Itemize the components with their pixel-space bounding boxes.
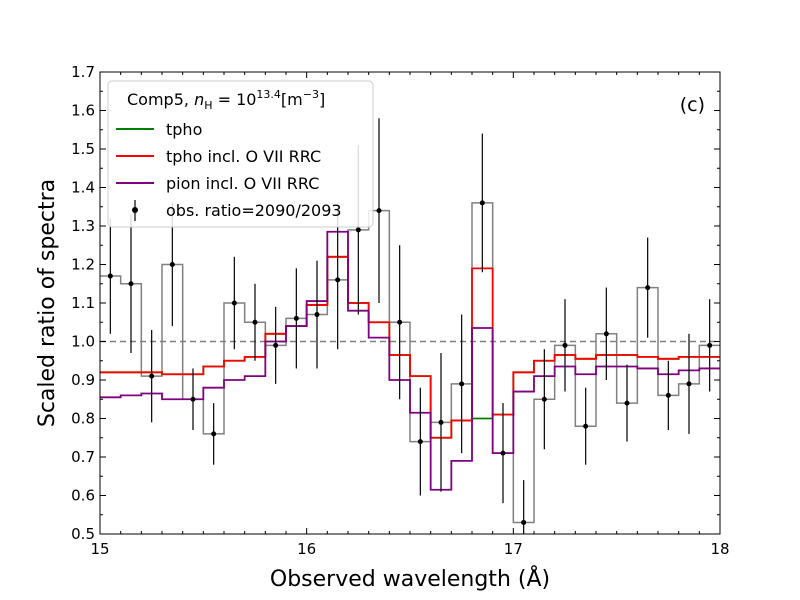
data-point-14 [397, 319, 403, 325]
data-point-25 [624, 400, 630, 406]
y-tick-label-1: 0.6 [71, 487, 95, 505]
y-tick-label-12: 1.7 [71, 63, 95, 81]
data-point-28 [686, 381, 692, 387]
y-tick-label-2: 0.7 [71, 448, 95, 466]
data-point-19 [500, 450, 506, 456]
data-point-21 [541, 396, 547, 402]
data-point-6 [231, 300, 237, 306]
data-point-12 [355, 227, 361, 233]
legend-title-n: n [194, 90, 204, 109]
y-tick-label-10: 1.5 [71, 140, 95, 158]
legend-label-obs: obs. ratio=2090/2093 [166, 201, 342, 220]
legend-title: Comp5, nH = 1013.4[m−3] [127, 88, 325, 112]
legend-title-unit: [m [281, 90, 303, 109]
y-tick-label-8: 1.3 [71, 217, 95, 235]
ticks: 15 16 17 18 0.5 0.6 0.7 0.8 0.9 1.0 1.1 1.2 1.3 1.4 1.… [71, 63, 729, 558]
data-point-18 [479, 200, 485, 206]
data-point-3 [169, 262, 175, 267]
x-tick-label-1: 16 [297, 540, 316, 558]
data-point-7 [252, 319, 258, 325]
data-point-8 [273, 342, 279, 348]
y-axis-label: Scaled ratio of spectra [35, 179, 60, 427]
legend-title-sup: 13.4 [256, 88, 281, 101]
data-point-24 [603, 331, 609, 337]
data-point-9 [293, 315, 299, 321]
data-point-0 [107, 273, 113, 279]
legend-title-sub: H [204, 99, 212, 112]
y-tick-label-5: 1.0 [71, 333, 95, 351]
legend-label-tpho: tpho [166, 120, 202, 139]
data-point-22 [562, 342, 568, 348]
y-tick-label-6: 1.1 [71, 294, 95, 312]
data-point-20 [521, 519, 527, 525]
data-point-17 [459, 381, 465, 387]
y-tick-label-7: 1.2 [71, 256, 95, 274]
data-point-23 [583, 423, 589, 429]
y-tick-label-4: 0.9 [71, 371, 95, 389]
y-tick-label-11: 1.6 [71, 102, 95, 120]
data-point-4 [190, 396, 196, 402]
legend-title-main: Comp5, [127, 90, 194, 109]
data-point-2 [149, 373, 155, 379]
y-tick-label-3: 0.8 [71, 410, 95, 428]
series-line-tpho-incl-o-vii-rrc [100, 255, 720, 439]
data-point-13 [376, 208, 382, 214]
data-point-5 [211, 431, 217, 437]
data-point-27 [665, 392, 671, 398]
data-point-15 [417, 439, 423, 445]
x-axis-label: Observed wavelength (Å) [270, 565, 550, 592]
legend-box [107, 80, 374, 228]
legend-title-unit-sup: −3 [303, 88, 319, 101]
data-point-29 [707, 342, 713, 348]
data-point-10 [314, 312, 320, 318]
legend-swatch-obs-marker [132, 207, 138, 213]
legend-title-eq: = 10 [212, 90, 256, 109]
legend-label-pion-rrc: pion incl. O VII RRC [166, 174, 319, 193]
x-tick-label-0: 15 [90, 540, 109, 558]
x-tick-label-3: 18 [710, 540, 729, 558]
panel-label: (c) [680, 94, 705, 116]
data-point-16 [438, 419, 444, 425]
legend-title-end: ] [319, 90, 325, 109]
y-tick-label-0: 0.5 [71, 525, 95, 543]
data-point-26 [645, 285, 651, 291]
x-tick-label-2: 17 [504, 540, 523, 558]
data-point-11 [335, 277, 341, 283]
legend-label-tpho-rrc: tpho incl. O VII RRC [166, 147, 321, 166]
legend: Comp5, nH = 1013.4[m−3] tpho tpho incl. … [107, 80, 374, 228]
y-tick-label-9: 1.4 [71, 179, 95, 197]
data-point-1 [128, 281, 134, 287]
